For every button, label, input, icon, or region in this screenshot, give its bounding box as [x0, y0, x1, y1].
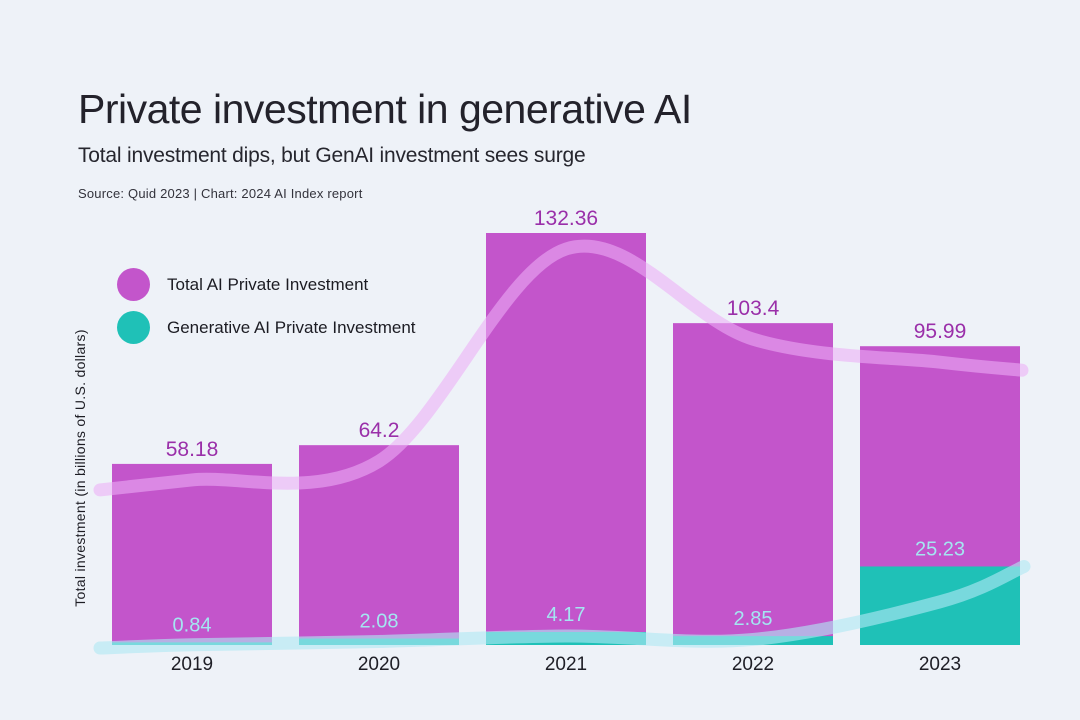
- x-tick-label-2021: 2021: [545, 654, 587, 675]
- total-trend-line: [93, 239, 1029, 497]
- x-tick-label-2020: 2020: [358, 654, 400, 675]
- genai-value-label-2020: 2.08: [360, 611, 399, 633]
- legend-label-genai: Generative AI Private Investment: [167, 317, 416, 337]
- genai-value-label-2019: 0.84: [173, 614, 212, 636]
- genai-value-label-2023: 25.23: [915, 538, 965, 560]
- x-tick-label-2023: 2023: [919, 654, 961, 675]
- genai-trend-line: [93, 559, 1031, 655]
- legend-swatch-total-icon: [117, 268, 150, 301]
- chart-subtitle: Total investment dips, but GenAI investm…: [78, 144, 586, 167]
- chart-legend: Total AI Private Investment Generative A…: [117, 268, 416, 354]
- chart-title: Private investment in generative AI: [78, 86, 692, 132]
- genai-value-label-2022: 2.85: [734, 608, 773, 630]
- total-value-label-2019: 58.18: [166, 438, 219, 461]
- total-value-label-2022: 103.4: [727, 297, 780, 320]
- x-tick-label-2019: 2019: [171, 654, 213, 675]
- total-value-label-2021: 132.36: [534, 207, 598, 230]
- bar-total-2019: [112, 463, 272, 645]
- legend-label-total: Total AI Private Investment: [167, 274, 369, 294]
- legend-item-genai: Generative AI Private Investment: [117, 311, 416, 344]
- bar-total-2022: [673, 323, 833, 645]
- genai-value-label-2021: 4.17: [547, 604, 586, 626]
- source-note: Source: Quid 2023 | Chart: 2024 AI Index…: [78, 186, 363, 201]
- legend-item-total: Total AI Private Investment: [117, 268, 416, 301]
- total-value-label-2023: 95.99: [914, 320, 967, 343]
- legend-swatch-genai-icon: [117, 311, 150, 344]
- x-tick-label-2022: 2022: [732, 654, 774, 675]
- total-value-label-2020: 64.2: [359, 419, 400, 442]
